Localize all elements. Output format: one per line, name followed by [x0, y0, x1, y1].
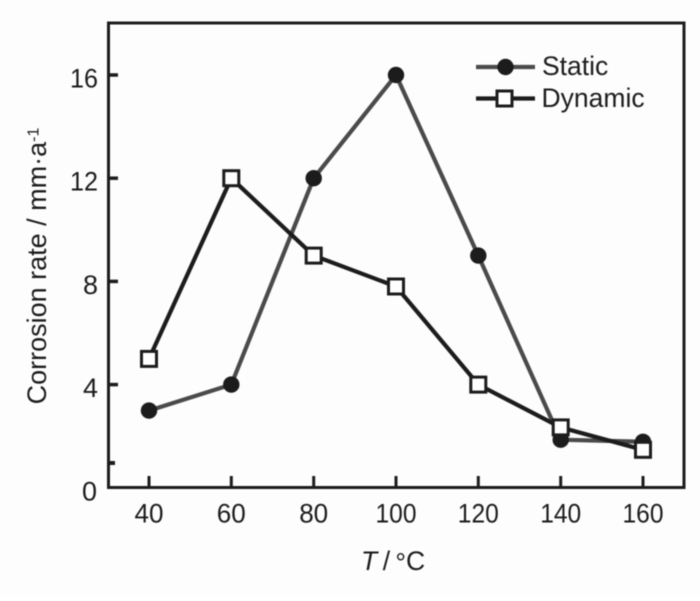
svg-text:T/°C: T / °C	[361, 546, 425, 578]
svg-text:0: 0	[82, 476, 97, 506]
svg-text:100: 100	[376, 499, 417, 529]
svg-text:140: 140	[540, 499, 581, 529]
svg-text:120: 120	[458, 499, 499, 529]
svg-text:12: 12	[70, 167, 98, 197]
svg-text:16: 16	[70, 64, 98, 94]
svg-text:8: 8	[83, 270, 98, 300]
svg-text:Corrosion rate / mm·a-1: Corrosion rate / mm·a-1	[22, 128, 52, 405]
svg-text:40: 40	[135, 499, 164, 529]
svg-text:Static: Static	[542, 51, 608, 81]
svg-text:Dynamic: Dynamic	[542, 83, 645, 113]
svg-text:60: 60	[217, 499, 246, 529]
svg-text:160: 160	[623, 499, 664, 529]
svg-text:4: 4	[83, 373, 98, 403]
svg-text:80: 80	[299, 499, 328, 529]
